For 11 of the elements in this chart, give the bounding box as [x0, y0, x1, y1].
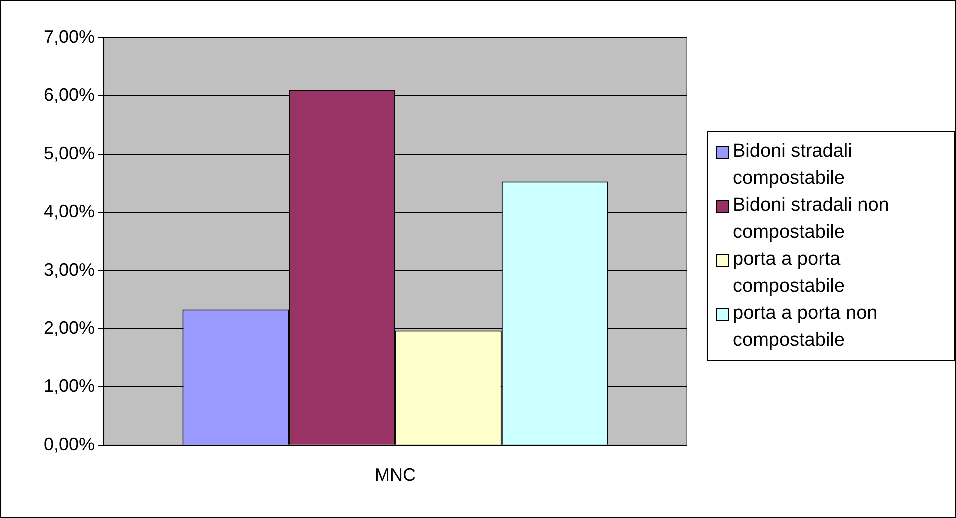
y-tick-label: 0,00%: [44, 434, 96, 454]
y-tick-label: 2,00%: [44, 318, 96, 338]
y-tick-label: 6,00%: [44, 85, 96, 106]
y-tick-label: 4,00%: [44, 202, 96, 222]
y-tick-label: 5,00%: [44, 143, 96, 164]
legend-label: porta a porta non compostabile: [733, 302, 879, 353]
x-tick-label: MNC: [375, 465, 416, 486]
y-tick-label: 7,00%: [44, 26, 96, 47]
y-tick-label: 1,00%: [44, 376, 96, 396]
y-tick-label: 3,00%: [44, 260, 96, 280]
legend-label: Bidoni stradali compostabile: [733, 140, 854, 191]
